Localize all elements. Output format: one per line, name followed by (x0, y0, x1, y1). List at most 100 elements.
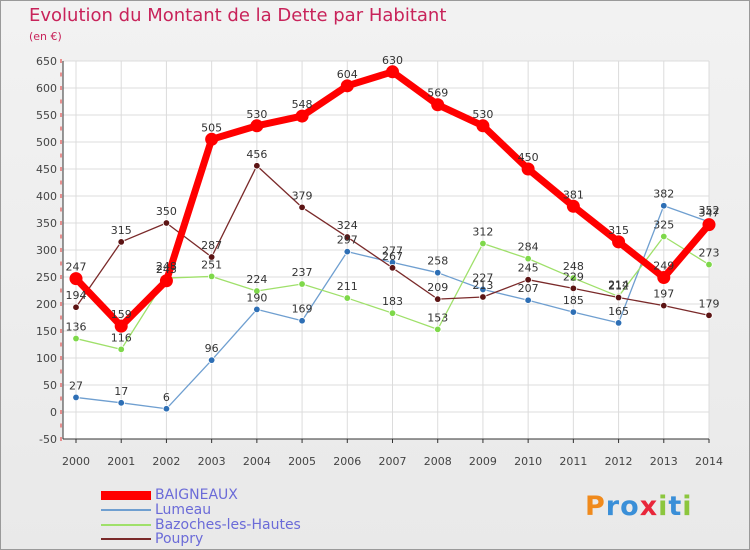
data-point (569, 274, 578, 282)
logo-letter: r (605, 491, 621, 522)
data-point (702, 218, 716, 232)
data-label: 530 (246, 108, 267, 121)
data-label: 159 (111, 308, 132, 321)
data-point (524, 254, 532, 263)
data-label: 273 (699, 247, 720, 260)
data-label: 248 (156, 260, 177, 273)
data-point (117, 399, 125, 407)
data-label: 267 (382, 250, 403, 263)
data-label: 183 (382, 295, 403, 308)
data-label: 456 (246, 148, 267, 161)
data-point (253, 305, 261, 314)
logo-letter: o (620, 491, 640, 522)
data-point (388, 309, 397, 317)
legend-label: Poupry (155, 531, 204, 547)
data-point (298, 280, 306, 288)
data-label: 450 (518, 151, 539, 164)
data-point (72, 303, 80, 311)
x-tick-label: 2011 (559, 455, 587, 468)
y-tick-label: 350 (36, 217, 57, 230)
data-label: 379 (292, 189, 313, 202)
x-tick-label: 2001 (107, 455, 135, 468)
y-tick-label: 0 (50, 406, 57, 419)
data-label: 249 (653, 260, 674, 273)
y-tick-label: 50 (43, 379, 57, 392)
data-point (566, 199, 580, 213)
data-point (524, 276, 532, 284)
y-tick-label: 100 (36, 352, 57, 365)
y-tick-label: 200 (36, 298, 57, 311)
data-label: 165 (608, 305, 629, 318)
data-label: 17 (114, 385, 128, 398)
y-tick-label: 650 (36, 55, 57, 68)
data-point (253, 287, 261, 295)
data-point (434, 268, 442, 277)
logo-letter: x (639, 491, 659, 522)
data-label: 630 (382, 54, 403, 67)
legend-item-1: Lumeau (101, 503, 211, 517)
x-tick-label: 2014 (695, 455, 723, 468)
legend-swatch (101, 490, 151, 500)
legend-item-3: Poupry (101, 532, 203, 546)
data-point (614, 319, 623, 327)
y-tick-label: 400 (36, 190, 57, 203)
x-tick-label: 2003 (198, 455, 226, 468)
y-tick-label: 450 (36, 163, 57, 176)
x-tick-label: 2000 (62, 455, 90, 468)
y-tick-label: 600 (36, 82, 57, 95)
data-point (207, 253, 216, 261)
data-label: 224 (246, 273, 267, 286)
data-label: 277 (382, 244, 403, 257)
data-label: 229 (563, 270, 584, 283)
x-tick-label: 2013 (650, 455, 678, 468)
x-tick-label: 2002 (152, 455, 180, 468)
y-tick-label: 500 (36, 136, 57, 149)
data-label: 213 (472, 279, 493, 292)
data-point (159, 274, 173, 288)
legend-item-0: BAIGNEAUX (101, 488, 238, 502)
data-label: 153 (427, 311, 448, 324)
data-point (569, 308, 578, 316)
proxiti-logo: Proxiti (585, 491, 693, 522)
data-point (705, 260, 713, 269)
data-label: 287 (201, 239, 222, 252)
data-label: 136 (66, 321, 87, 334)
data-label: 382 (653, 188, 674, 201)
data-label: 207 (518, 282, 539, 295)
x-tick-label: 2012 (605, 455, 633, 468)
data-label: 312 (472, 226, 493, 239)
data-label: 548 (292, 98, 313, 111)
data-point (207, 272, 216, 281)
data-point (69, 272, 83, 286)
y-tick-label: 250 (36, 271, 57, 284)
data-point (479, 239, 487, 248)
data-point (253, 162, 261, 170)
data-label: 245 (518, 262, 539, 275)
data-label: 284 (518, 241, 539, 254)
data-point (250, 119, 264, 133)
data-label: 197 (653, 288, 674, 301)
logo-letter: P (585, 491, 606, 522)
data-point (117, 238, 125, 246)
x-tick-label: 2006 (333, 455, 361, 468)
data-point (117, 345, 125, 354)
data-label: 237 (292, 266, 313, 279)
data-label: 352 (699, 204, 720, 217)
x-tick-label: 2004 (243, 455, 271, 468)
data-label: 505 (201, 121, 222, 134)
logo-letter: i (658, 491, 669, 522)
data-label: 227 (472, 271, 493, 284)
legend-swatch (101, 509, 151, 511)
data-label: 350 (156, 205, 177, 218)
logo-letter: t (668, 491, 683, 522)
data-point (386, 65, 399, 79)
data-point (298, 203, 306, 212)
data-label: 185 (563, 294, 584, 307)
data-label: 169 (292, 303, 313, 316)
legend-swatch (101, 538, 151, 540)
data-point (114, 319, 128, 333)
x-tick-label: 2008 (424, 455, 452, 468)
data-label: 243 (156, 263, 177, 276)
data-point (162, 405, 171, 413)
